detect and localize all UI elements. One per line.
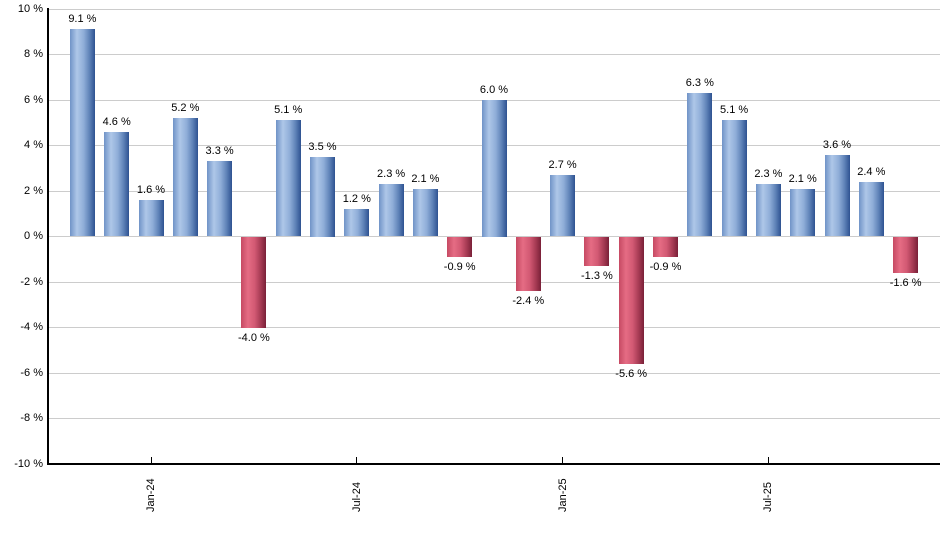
bar-value-label: -1.6 % <box>889 276 922 289</box>
y-axis-tick-label: -2 % <box>20 275 43 288</box>
bar-value-label: 2.7 % <box>548 159 577 172</box>
positive-bar <box>69 29 95 237</box>
bar-value-label: 6.3 % <box>685 77 714 90</box>
x-axis-tick-label: Jul-24 <box>350 482 363 512</box>
x-axis-tick-mark <box>150 457 152 463</box>
positive-bar <box>207 161 233 237</box>
y-axis-tick-label: 6 % <box>24 93 43 106</box>
negative-bar <box>893 236 919 273</box>
gridline <box>48 418 940 419</box>
positive-bar <box>790 188 816 237</box>
gridline <box>48 281 940 283</box>
y-axis-tick-label: -10 % <box>14 457 43 470</box>
bar-value-label: 3.3 % <box>205 145 234 158</box>
positive-bar <box>824 154 850 237</box>
x-axis-line <box>47 463 940 465</box>
gridline <box>48 236 940 237</box>
x-axis-tick-mark <box>562 457 564 463</box>
x-axis-tick-mark <box>767 457 769 463</box>
positive-bar <box>481 100 507 237</box>
bar-value-label: 2.3 % <box>377 168 406 181</box>
positive-bar <box>275 120 301 237</box>
bar-value-label: 5.1 % <box>720 104 749 117</box>
bar-value-label: 4.6 % <box>102 115 131 128</box>
bar-value-label: 3.5 % <box>308 140 337 153</box>
negative-bar <box>241 236 267 328</box>
bar-value-label: -4.0 % <box>237 331 270 344</box>
y-axis-tick-label: 0 % <box>24 230 43 242</box>
positive-bar <box>310 156 335 237</box>
positive-bar <box>104 131 130 237</box>
negative-bar <box>584 236 610 267</box>
negative-bar <box>653 236 678 257</box>
y-axis-tick-label: 2 % <box>24 184 43 197</box>
y-axis-tick-label: 10 % <box>17 2 43 15</box>
y-axis-tick-label: -8 % <box>20 412 43 424</box>
bar-value-label: 2.1 % <box>411 172 440 185</box>
gridline <box>48 8 940 10</box>
x-axis-tick-mark <box>356 457 358 463</box>
bar-value-label: -5.6 % <box>615 367 648 380</box>
x-axis-tick-label: Jan-24 <box>145 478 157 512</box>
negative-bar <box>618 236 644 364</box>
bar-value-label: 9.1 % <box>68 13 97 26</box>
bar-value-label: -2.4 % <box>512 295 545 308</box>
bar-value-label: 2.1 % <box>788 172 817 185</box>
bar-value-label: 1.2 % <box>342 193 371 206</box>
positive-bar <box>687 93 713 237</box>
gridline <box>48 372 940 374</box>
gridline <box>48 54 940 55</box>
bar-value-label: 3.6 % <box>822 138 852 151</box>
positive-bar <box>858 181 884 237</box>
positive-bar <box>172 118 198 237</box>
negative-bar <box>515 236 541 292</box>
positive-bar <box>755 184 781 237</box>
bar-value-label: -0.9 % <box>649 260 682 273</box>
positive-bar <box>550 175 576 237</box>
positive-bar <box>412 188 438 237</box>
y-axis-tick-label: 4 % <box>24 139 43 151</box>
bar-value-label: 2.4 % <box>857 165 886 178</box>
bar-value-label: 2.3 % <box>754 168 783 181</box>
bar-value-label: -0.9 % <box>443 260 476 273</box>
y-axis-tick-label: -6 % <box>20 366 43 379</box>
y-axis-tick-label: -4 % <box>20 321 43 333</box>
y-axis-tick-label: 8 % <box>24 48 43 60</box>
positive-bar <box>378 184 404 237</box>
gridline <box>48 327 940 328</box>
positive-bar <box>344 209 370 237</box>
positive-bar <box>138 200 164 237</box>
bar-value-label: -1.3 % <box>580 270 613 283</box>
bar-value-label: 1.6 % <box>136 184 166 197</box>
x-axis-tick-label: Jul-25 <box>762 482 775 512</box>
bar-value-label: 5.2 % <box>171 102 200 115</box>
y-axis-line <box>46 8 49 465</box>
x-axis-tick-label: Jan-25 <box>556 478 569 512</box>
negative-bar <box>447 236 473 257</box>
bar-value-label: 5.1 % <box>274 104 303 117</box>
positive-bar <box>721 120 747 237</box>
bar-value-label: 6.0 % <box>479 84 509 96</box>
